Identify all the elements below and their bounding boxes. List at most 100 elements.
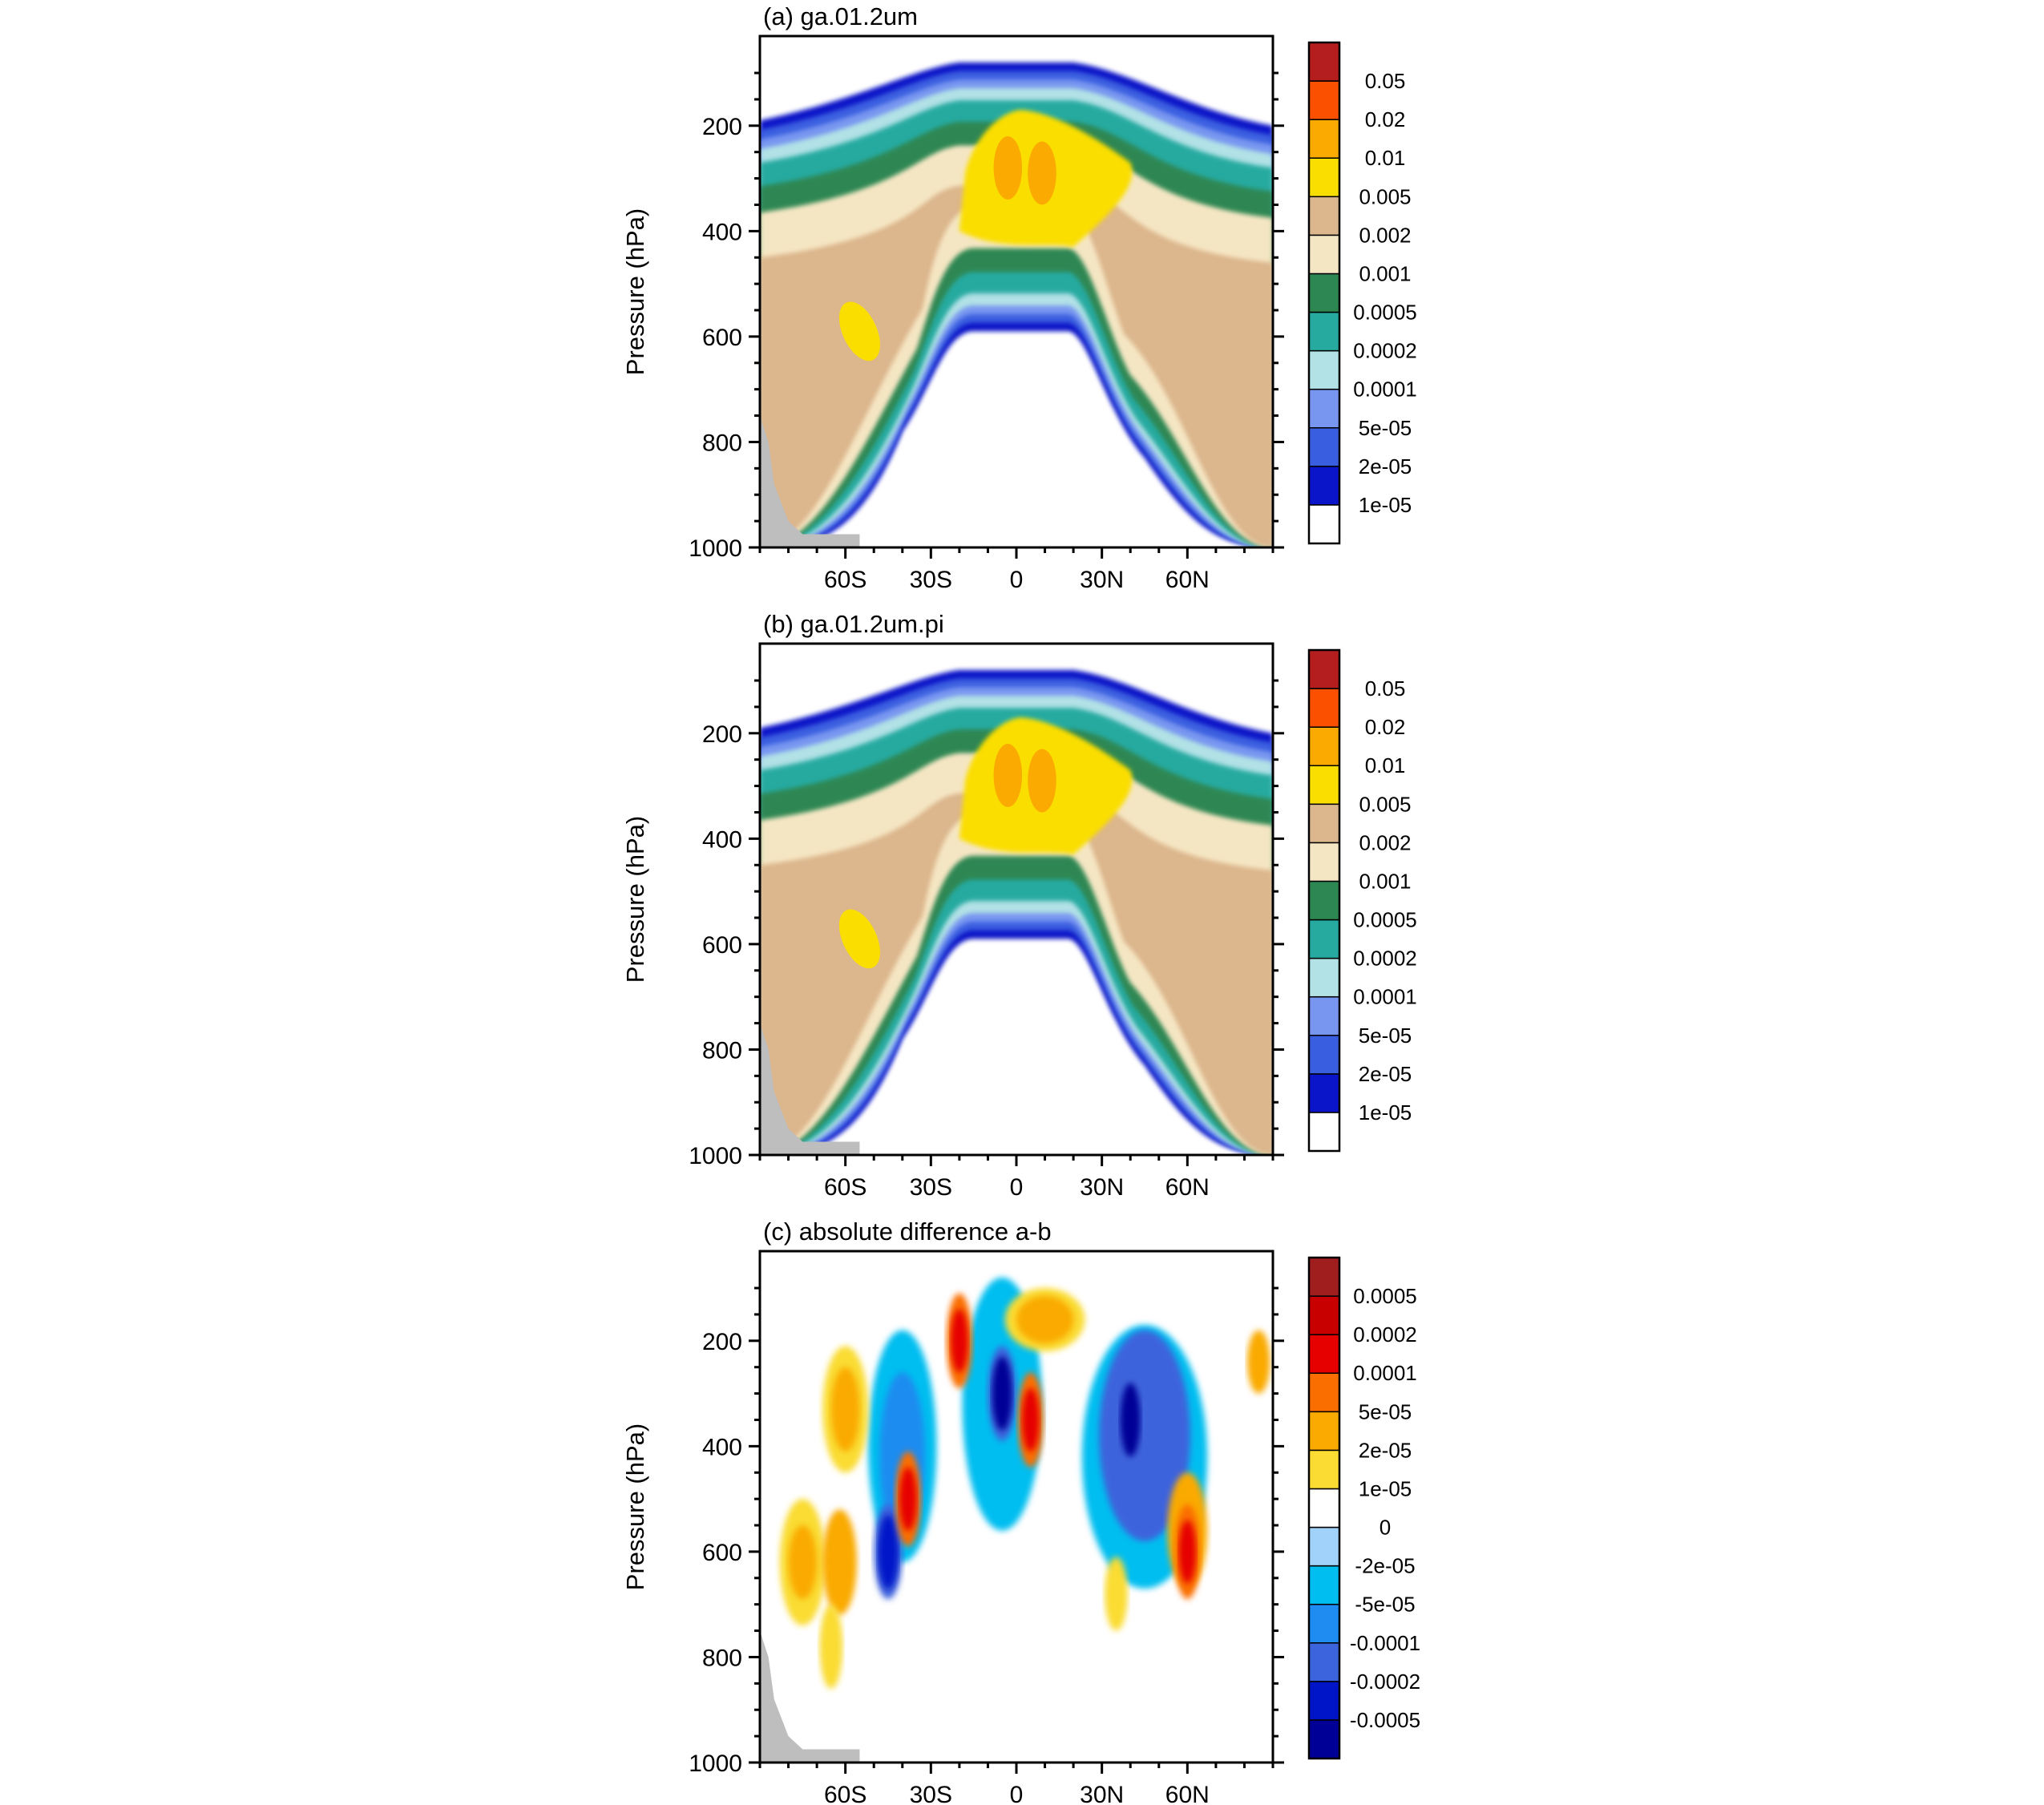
x-tick-label: 60N [1165, 1782, 1210, 1805]
colorbar-label: 0.0005 [1353, 1284, 1417, 1308]
y-axis-label: Pressure (hPa) [621, 1423, 649, 1590]
colorbar-label: 0.002 [1359, 223, 1411, 247]
colorbar-label: 0.005 [1359, 184, 1411, 208]
colorbar-swatch [1308, 1035, 1340, 1075]
x-tick-label: 30N [1080, 1174, 1124, 1201]
colorbar-label: -5e-05 [1355, 1593, 1415, 1617]
terrain-mask [760, 1023, 860, 1155]
y-tick-label: 200 [702, 721, 742, 748]
x-tick-label: 60S [824, 1174, 866, 1201]
colorbar-label: 0.05 [1365, 676, 1406, 701]
colorbar-label: 0.0005 [1353, 908, 1417, 932]
x-tick-label: 60S [824, 1782, 866, 1805]
colorbar-swatch [1308, 80, 1340, 120]
x-tick-label: 60S [824, 567, 866, 593]
colorbar-label: -0.0002 [1350, 1670, 1420, 1694]
terrain-mask [760, 415, 860, 547]
colorbar-frame [1307, 648, 1341, 1153]
x-tick-label: 30S [910, 567, 952, 593]
panel-c: (c) absolute difference a-b Pressure (hPa… [621, 1217, 1420, 1805]
colorbar-label: 2e-05 [1359, 1062, 1412, 1086]
colorbar-label: 0.0002 [1353, 339, 1417, 363]
y-axis-label: Pressure (hPa) [621, 208, 649, 375]
colorbar-label: 0.0002 [1353, 1322, 1417, 1347]
y-tick-label: 200 [702, 114, 742, 140]
colorbar-swatch [1308, 1449, 1340, 1490]
colorbar-swatch [1308, 1642, 1340, 1682]
colorbar-swatch [1308, 880, 1340, 921]
colorbar-label: 2e-05 [1359, 1438, 1412, 1462]
y-tick-label: 200 [702, 1329, 742, 1355]
colorbar-swatch [1308, 1334, 1340, 1374]
y-tick-label: 1000 [689, 1750, 742, 1777]
x-tick-label: 30N [1080, 567, 1124, 593]
colorbar-swatch [1308, 349, 1340, 390]
colorbar-swatch [1308, 42, 1340, 82]
x-tick-label: 30N [1080, 1782, 1124, 1805]
colorbar-swatch [1308, 234, 1340, 275]
terrain-mask [760, 1630, 860, 1763]
colorbar-label: 2e-05 [1359, 454, 1412, 479]
colorbar-swatch [1308, 1112, 1340, 1152]
y-tick-label: 400 [702, 219, 742, 245]
colorbar-swatch [1308, 1488, 1340, 1528]
y-tick-label: 400 [702, 1434, 742, 1460]
colorbar-swatch [1308, 649, 1340, 689]
colorbar-label: 1e-05 [1359, 493, 1412, 517]
colorbar-swatch [1308, 1526, 1340, 1567]
colorbar-label: -2e-05 [1355, 1554, 1415, 1578]
y-tick-label: 800 [702, 430, 742, 456]
colorbar-swatch [1308, 157, 1340, 198]
colorbar-label: 5e-05 [1359, 416, 1412, 440]
colorbar-label: 5e-05 [1359, 1024, 1412, 1048]
colorbar-swatch [1308, 1257, 1340, 1297]
colorbar-swatch [1308, 1295, 1340, 1335]
y-tick-label: 600 [702, 1540, 742, 1566]
colorbar-swatch [1308, 388, 1340, 429]
colorbar-swatch [1308, 504, 1340, 544]
colorbar-swatch [1308, 466, 1340, 506]
colorbar: -0.0005 -0.0002 -0.0001 -5e-05 -2e-05 0 1e-05 2… [1307, 1256, 1420, 1760]
colorbar-label: -0.0005 [1350, 1708, 1420, 1732]
x-tick-label: 60N [1165, 1174, 1210, 1201]
colorbar-swatch [1308, 842, 1340, 882]
colorbar-swatch [1308, 1411, 1340, 1452]
y-tick-label: 600 [702, 932, 742, 959]
contour-field [760, 36, 1273, 547]
colorbar-label: 0.0001 [1353, 378, 1417, 402]
x-tick-label: 0 [1010, 567, 1024, 593]
colorbar-label: 0.005 [1359, 792, 1411, 816]
colorbar-swatch [1308, 311, 1340, 352]
colorbar-frame [1307, 1256, 1341, 1760]
colorbar-swatch [1308, 919, 1340, 959]
colorbar-label: 0.0001 [1353, 1361, 1417, 1385]
y-axis-label: Pressure (hPa) [621, 816, 649, 983]
colorbar-swatch [1308, 726, 1340, 766]
colorbar-swatch [1308, 1603, 1340, 1644]
colorbar-label: 0.02 [1365, 107, 1406, 131]
colorbar-label: 0.05 [1365, 69, 1406, 93]
panel-title: (b) ga.01.2um.pi [763, 610, 944, 638]
colorbar-label: 0.01 [1365, 753, 1406, 777]
colorbar-label: 0.01 [1365, 146, 1406, 170]
colorbar-label: 0.0005 [1353, 301, 1417, 325]
colorbar-label: 1e-05 [1359, 1476, 1412, 1500]
colorbar-swatch [1308, 1073, 1340, 1113]
contour-field [760, 644, 1273, 1155]
x-tick-label: 30S [910, 1174, 952, 1201]
colorbar-label: 0.0002 [1353, 947, 1417, 971]
y-tick-label: 600 [702, 325, 742, 351]
colorbar-swatch [1308, 1565, 1340, 1605]
colorbar-label: 1e-05 [1359, 1100, 1412, 1125]
colorbar-swatch [1308, 1372, 1340, 1413]
colorbar-frame [1307, 41, 1341, 545]
y-tick-label: 1000 [689, 1143, 742, 1169]
colorbar-swatch [1308, 803, 1340, 844]
colorbar-label: 0.001 [1359, 261, 1411, 285]
y-tick-label: 800 [702, 1037, 742, 1064]
colorbar-swatch [1308, 427, 1340, 467]
x-tick-label: 0 [1010, 1174, 1024, 1201]
colorbar-swatch [1308, 688, 1340, 728]
colorbar-label: 0.0001 [1353, 985, 1417, 1009]
